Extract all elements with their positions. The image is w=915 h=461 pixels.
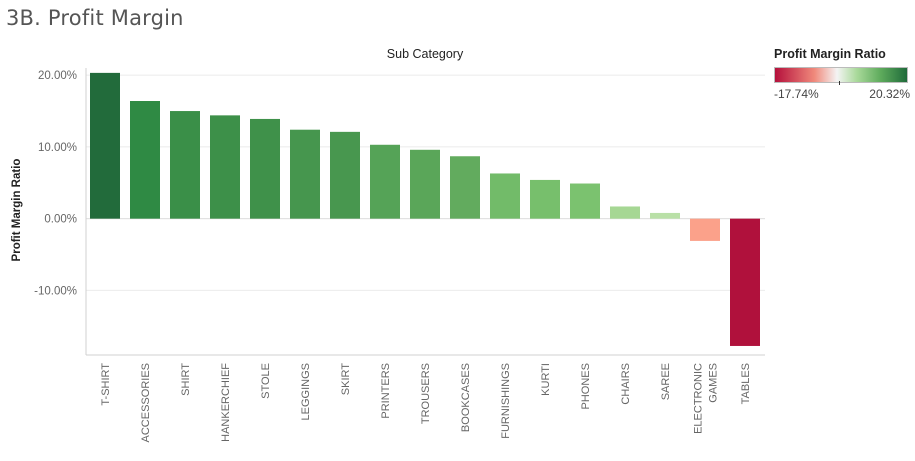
bar-chairs[interactable]	[610, 206, 640, 219]
legend-max-label: 20.32%	[869, 87, 910, 101]
x-tick-label: CHAIRS	[620, 363, 632, 405]
y-tick-label: 10.00%	[38, 142, 77, 154]
x-axis-ticks: T-SHIRT ACCESSORIES SHIRT HANKERCHIEF STOLE L…	[100, 363, 752, 443]
bar-leggings[interactable]	[290, 129, 320, 219]
legend-min-label: -17.74%	[774, 87, 819, 101]
x-tick-label: BOOKCASES	[460, 363, 472, 432]
chart-title: Sub Category	[387, 47, 464, 61]
bar-trousers[interactable]	[410, 149, 440, 219]
x-tick-label: SKIRT	[340, 363, 352, 395]
legend-labels: -17.74% 20.32%	[774, 87, 910, 101]
bar-t-shirt[interactable]	[90, 72, 120, 219]
bar-shirt[interactable]	[170, 111, 200, 219]
x-tick-label: STOLE	[260, 363, 272, 399]
bar-hankerchief[interactable]	[210, 115, 240, 219]
x-tick-label: TROUSERS	[420, 363, 432, 424]
x-tick-label: GAMES	[708, 363, 720, 403]
x-tick-label: ACCESSORIES	[140, 363, 152, 442]
y-tick-label: -10.00%	[34, 285, 77, 297]
x-tick-label: FURNISHINGS	[500, 363, 512, 439]
bar-electronic-games[interactable]	[690, 218, 720, 241]
x-tick-label: LEGGINGS	[300, 363, 312, 420]
color-legend: Profit Margin Ratio -17.74% 20.32%	[774, 47, 914, 101]
bar-tables[interactable]	[730, 218, 760, 346]
bar-stole[interactable]	[250, 118, 280, 219]
x-tick-label: T-SHIRT	[100, 363, 112, 406]
bar-skirt[interactable]	[330, 131, 360, 219]
bar-printers[interactable]	[370, 144, 400, 219]
x-tick-label: ELECTRONIC	[693, 363, 705, 434]
y-tick-label: 0.00%	[44, 214, 77, 226]
bar-bookcases[interactable]	[450, 156, 480, 219]
y-axis-label: Profit Margin Ratio	[11, 159, 23, 262]
x-tick-label: SHIRT	[180, 363, 192, 396]
x-tick-label: HANKERCHIEF	[220, 363, 232, 442]
x-tick-label: TABLES	[740, 363, 752, 404]
page-title: 3B. Profit Margin	[6, 6, 184, 30]
y-axis-ticks: 20.00% 10.00% 0.00% -10.00%	[34, 70, 77, 297]
legend-title: Profit Margin Ratio	[774, 47, 886, 61]
bar-furnishings[interactable]	[490, 173, 520, 219]
bar-phones[interactable]	[570, 183, 600, 219]
x-tick-label: PHONES	[580, 363, 592, 409]
x-tick-label: SAREE	[660, 363, 672, 400]
bar-kurti[interactable]	[530, 179, 560, 219]
x-tick-label: PRINTERS	[380, 363, 392, 419]
bar-accessories[interactable]	[130, 101, 160, 219]
bars	[90, 72, 760, 346]
x-tick-label: KURTI	[540, 363, 552, 396]
legend-zero-tick	[839, 81, 840, 85]
legend-gradient-bar	[774, 67, 908, 85]
y-tick-label: 20.00%	[38, 70, 77, 82]
bar-saree[interactable]	[650, 212, 680, 219]
